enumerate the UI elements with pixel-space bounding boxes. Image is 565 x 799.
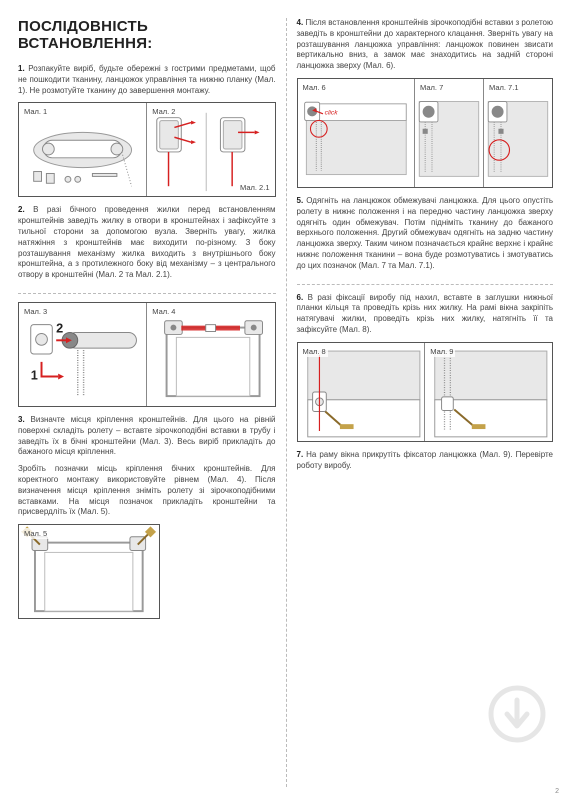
watermark-icon	[487, 684, 547, 744]
fig9-label: Мал. 9	[428, 346, 455, 357]
fig21-label: Мал. 2.1	[238, 182, 271, 193]
fig4-label: Мал. 4	[150, 306, 177, 317]
fig7-illustration	[415, 79, 483, 187]
step7-text: 7. На раму вікна прикрутіть фіксатор лан…	[297, 450, 554, 472]
fig71-label: Мал. 7.1	[487, 82, 520, 93]
arrow-1-label: 1	[31, 367, 38, 382]
fig3-label: Мал. 3	[22, 306, 49, 317]
click-label: click	[324, 110, 338, 117]
fig8-illustration	[298, 343, 425, 441]
fig1-label: Мал. 1	[22, 106, 49, 117]
fig6-label: Мал. 6	[301, 82, 328, 93]
fig2-label: Мал. 2	[150, 106, 177, 117]
page-number: 2	[555, 788, 559, 795]
page-title: ПОСЛІДОВНІСТЬ ВСТАНОВЛЕННЯ:	[18, 18, 276, 52]
step3b-text: Зробіть позначки місць кріплення бічних …	[18, 464, 276, 518]
fig3-illustration: 1 2	[19, 303, 146, 406]
figure-6-7: Мал. 6 click Мал. 7	[297, 78, 554, 188]
step4-text: 4. Після встановлення кронштейнів зірочк…	[297, 18, 554, 72]
figure-1-2: Мал. 1 Мал. 2 Мал. 2.1	[18, 102, 276, 197]
fig9-illustration	[425, 343, 552, 441]
figure-8-9: Мал. 8 Мал. 9	[297, 342, 554, 442]
step6-text: 6. В разі фіксації виробу під нахил, вст…	[297, 293, 554, 336]
figure-5: Мал. 5	[18, 524, 160, 619]
arrow-2-label: 2	[56, 320, 63, 335]
figure-3-4: Мал. 3 1 2 Мал. 4	[18, 302, 276, 407]
step2-text: 2. В разі бічного проведення жилки перед…	[18, 205, 276, 281]
fig4-illustration	[147, 303, 274, 406]
fig7-label: Мал. 7	[418, 82, 445, 93]
fig8-label: Мал. 8	[301, 346, 328, 357]
fig5-label: Мал. 5	[22, 528, 49, 539]
step1-text: 1. Розпакуйте виріб, будьте обережні з г…	[18, 64, 276, 96]
fig71-illustration	[484, 79, 552, 187]
fig6-illustration: click	[298, 79, 415, 187]
step5-text: 5. Одягніть на ланцюжок обмежувачі ланцю…	[297, 196, 554, 272]
step3a-text: 3. Визначте місця кріплення кронштейнів.…	[18, 415, 276, 458]
